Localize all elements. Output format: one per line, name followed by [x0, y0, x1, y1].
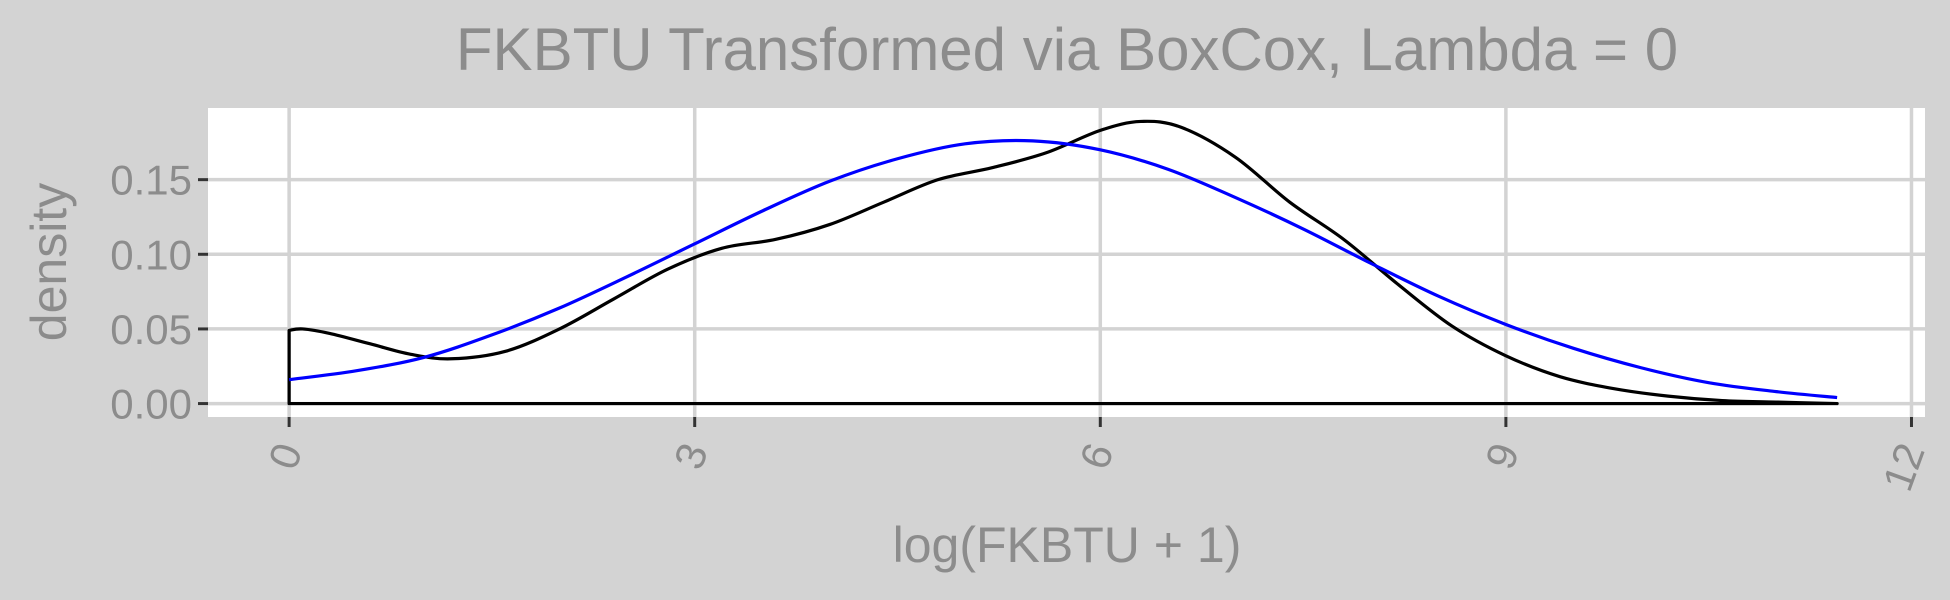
y-tick-label: 0.10	[110, 231, 192, 278]
y-tick-label: 0.05	[110, 306, 192, 353]
chart-title: FKBTU Transformed via BoxCox, Lambda = 0	[456, 16, 1678, 83]
y-tick-label: 0.15	[110, 157, 192, 204]
y-axis-title: density	[21, 183, 77, 341]
x-axis-title: log(FKBTU + 1)	[893, 517, 1242, 573]
plot-panel	[208, 108, 1925, 417]
density-curve-series	[287, 119, 1839, 406]
y-tick-label: 0.00	[110, 381, 192, 428]
normal-fit-curve-series	[288, 138, 1838, 400]
series-layer	[287, 119, 1839, 406]
y-axis: 0.00 0.05 0.10 0.15	[110, 157, 208, 428]
